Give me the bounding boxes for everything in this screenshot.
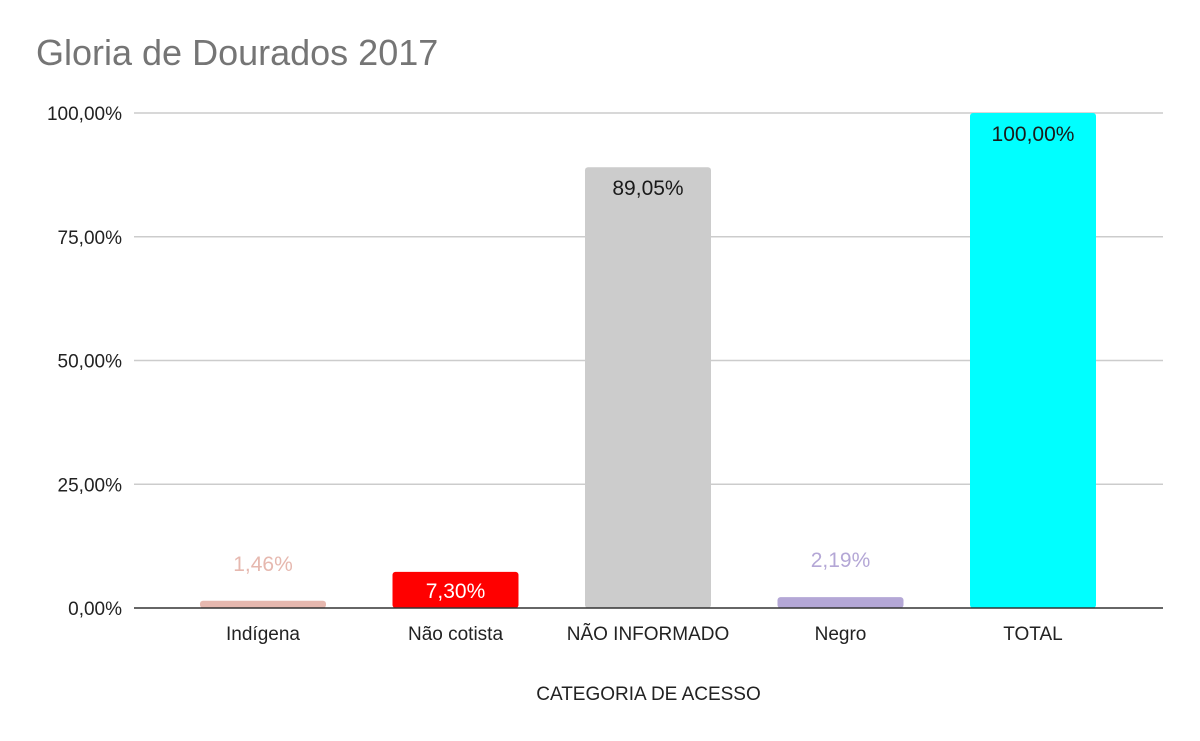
x-category-label: NÃO INFORMADO (567, 623, 730, 645)
bar (200, 600, 326, 608)
data-label: 7,30% (426, 580, 486, 603)
data-label: 100,00% (992, 123, 1075, 146)
y-tick-label: 0,00% (68, 599, 122, 620)
bar (392, 571, 519, 608)
data-label: 89,05% (612, 177, 683, 200)
data-label: 1,46% (233, 553, 293, 576)
y-tick-label: 100,00% (47, 104, 122, 125)
x-category-label: Não cotista (408, 624, 503, 645)
x-axis-title: CATEGORIA DE ACESSO (536, 684, 761, 705)
y-tick-label: 75,00% (58, 228, 123, 249)
x-category-label: Negro (815, 624, 867, 645)
bars (200, 113, 1096, 608)
chart-title: Gloria de Dourados 2017 (36, 32, 439, 73)
x-axis-categories: Indígena Não cotista NÃO INFORMADO Negro TOT… (226, 623, 1063, 645)
bar (777, 597, 904, 608)
bar (585, 167, 711, 608)
x-category-label: TOTAL (1003, 624, 1062, 645)
data-label: 2,19% (811, 549, 871, 572)
y-tick-label: 50,00% (58, 352, 123, 373)
x-category-label: Indígena (226, 624, 300, 645)
y-axis-ticks: 0,00% 25,00% 50,00% 75,00% 100,00% (47, 104, 122, 620)
data-labels: 1,46% 7,30% 89,05% 2,19% 100,00% (233, 123, 1074, 603)
bar (970, 113, 1096, 608)
y-tick-label: 25,00% (58, 475, 123, 496)
